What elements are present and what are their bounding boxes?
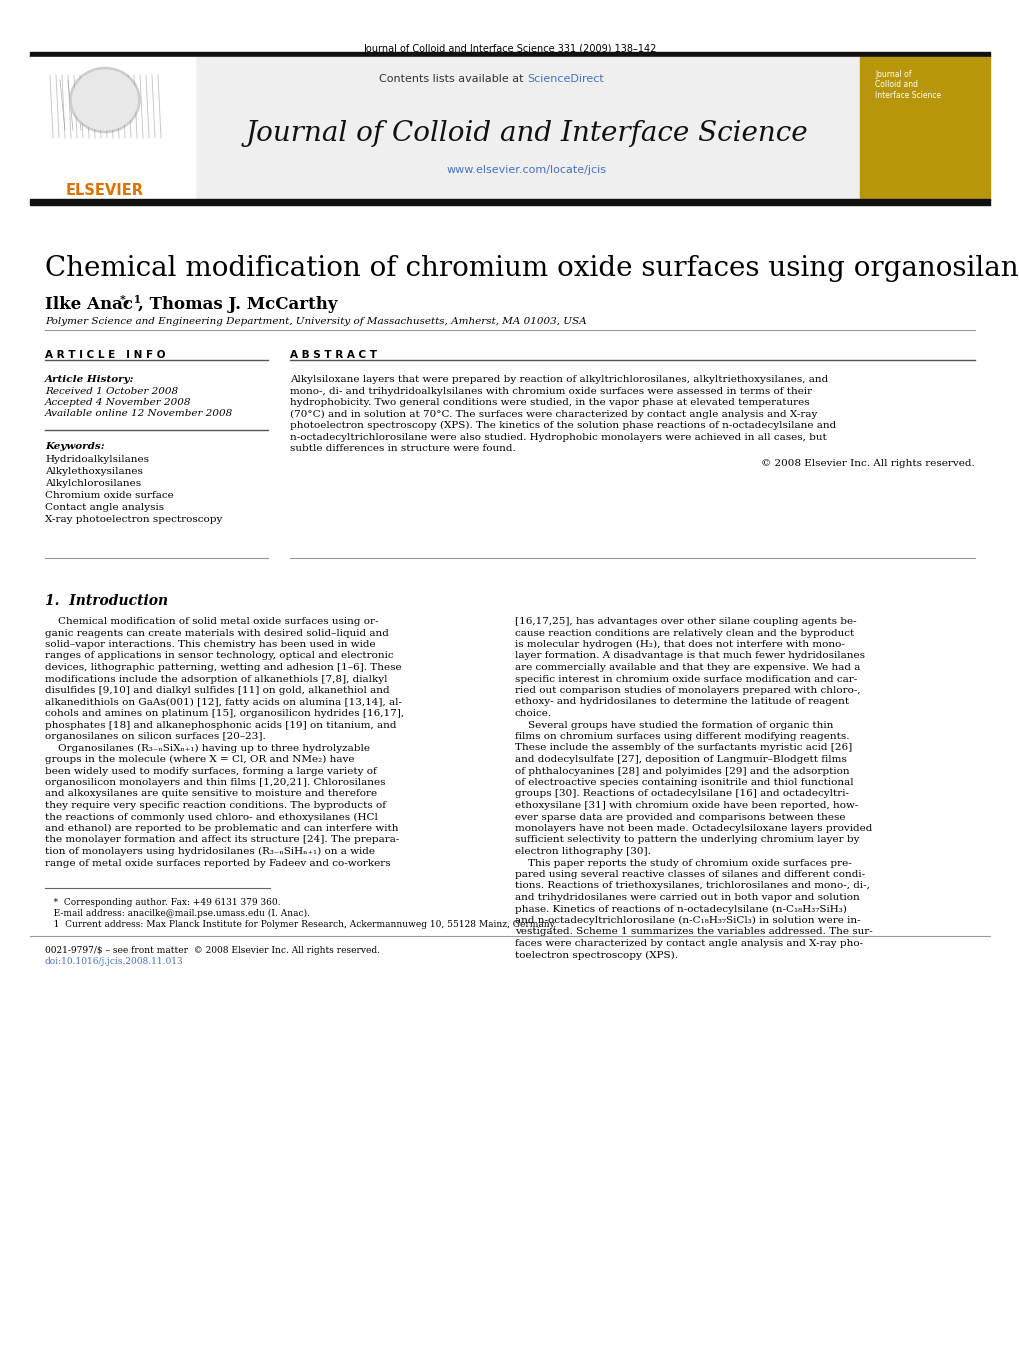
Text: devices, lithographic patterning, wetting and adhesion [1–6]. These: devices, lithographic patterning, wettin…: [45, 663, 401, 671]
Text: (70°C) and in solution at 70°C. The surfaces were characterized by contact angle: (70°C) and in solution at 70°C. The surf…: [289, 409, 816, 419]
Text: Received 1 October 2008: Received 1 October 2008: [45, 386, 178, 396]
Text: sufficient selectivity to pattern the underlying chromium layer by: sufficient selectivity to pattern the un…: [515, 835, 859, 844]
Text: 1  Current address: Max Planck Institute for Polymer Research, Ackermannuweg 10,: 1 Current address: Max Planck Institute …: [45, 920, 555, 929]
Text: layer formation. A disadvantage is that much fewer hydridosilanes: layer formation. A disadvantage is that …: [515, 651, 864, 661]
Text: Several groups have studied the formation of organic thin: Several groups have studied the formatio…: [515, 720, 833, 730]
Text: ELSEVIER: ELSEVIER: [66, 182, 144, 199]
Text: faces were characterized by contact angle analysis and X-ray pho-: faces were characterized by contact angl…: [515, 939, 862, 948]
Text: , Thomas J. McCarthy: , Thomas J. McCarthy: [138, 296, 337, 313]
Text: been widely used to modify surfaces, forming a large variety of: been widely used to modify surfaces, for…: [45, 766, 376, 775]
Bar: [30, 51, 989, 57]
Text: cohols and amines on platinum [15], organosilicon hydrides [16,17],: cohols and amines on platinum [15], orga…: [45, 709, 404, 717]
Text: toelectron spectroscopy (XPS).: toelectron spectroscopy (XPS).: [515, 951, 678, 959]
Text: choice.: choice.: [515, 709, 551, 717]
Text: Journal of Colloid and Interface Science 331 (2009) 138–142: Journal of Colloid and Interface Science…: [363, 45, 656, 54]
Text: ried out comparison studies of monolayers prepared with chloro-,: ried out comparison studies of monolayer…: [515, 686, 860, 694]
Text: groups in the molecule (where X = Cl, OR and NMe₂) have: groups in the molecule (where X = Cl, OR…: [45, 755, 355, 765]
Text: modifications include the adsorption of alkanethiols [7,8], dialkyl: modifications include the adsorption of …: [45, 674, 387, 684]
Text: Ilke Anac: Ilke Anac: [45, 296, 132, 313]
Text: subtle differences in structure were found.: subtle differences in structure were fou…: [289, 444, 516, 453]
Text: Journal of Colloid and Interface Science: Journal of Colloid and Interface Science: [246, 120, 807, 147]
Text: films on chromium surfaces using different modifying reagents.: films on chromium surfaces using differe…: [515, 732, 849, 740]
Text: Organosilanes (R₃₋ₙSiXₙ₊₁) having up to three hydrolyzable: Organosilanes (R₃₋ₙSiXₙ₊₁) having up to …: [45, 743, 370, 753]
Text: ever sparse data are provided and comparisons between these: ever sparse data are provided and compar…: [515, 812, 845, 821]
Text: and alkoxysilanes are quite sensitive to moisture and therefore: and alkoxysilanes are quite sensitive to…: [45, 789, 377, 798]
Text: ganic reagents can create materials with desired solid–liquid and: ganic reagents can create materials with…: [45, 628, 388, 638]
Text: ethoxy- and hydridosilanes to determine the latitude of reagent: ethoxy- and hydridosilanes to determine …: [515, 697, 848, 707]
Text: phosphates [18] and alkanephosphonic acids [19] on titanium, and: phosphates [18] and alkanephosphonic aci…: [45, 720, 396, 730]
Bar: [195, 57, 859, 200]
Text: This paper reports the study of chromium oxide surfaces pre-: This paper reports the study of chromium…: [515, 858, 851, 867]
Text: and trihydridosilanes were carried out in both vapor and solution: and trihydridosilanes were carried out i…: [515, 893, 859, 902]
Text: ethoxysilane [31] with chromium oxide have been reported, how-: ethoxysilane [31] with chromium oxide ha…: [515, 801, 858, 811]
Text: electron lithography [30].: electron lithography [30].: [515, 847, 650, 857]
Text: range of metal oxide surfaces reported by Fadeev and co-workers: range of metal oxide surfaces reported b…: [45, 858, 390, 867]
Bar: [859, 57, 989, 200]
Bar: [30, 57, 195, 200]
Text: [16,17,25], has advantages over other silane coupling agents be-: [16,17,25], has advantages over other si…: [515, 617, 856, 626]
Text: X-ray photoelectron spectroscopy: X-ray photoelectron spectroscopy: [45, 515, 222, 524]
Text: the reactions of commonly used chloro- and ethoxysilanes (HCl: the reactions of commonly used chloro- a…: [45, 812, 377, 821]
Text: Alkylsiloxane layers that were prepared by reaction of alkyltrichlorosilanes, al: Alkylsiloxane layers that were prepared …: [289, 376, 827, 384]
Text: alkanedithiols on GaAs(001) [12], fatty acids on alumina [13,14], al-: alkanedithiols on GaAs(001) [12], fatty …: [45, 697, 401, 707]
Text: *, 1: *, 1: [120, 293, 141, 304]
Text: ranges of applications in sensor technology, optical and electronic: ranges of applications in sensor technol…: [45, 651, 393, 661]
Bar: [30, 199, 989, 205]
Text: they require very specific reaction conditions. The byproducts of: they require very specific reaction cond…: [45, 801, 385, 811]
Text: These include the assembly of the surfactants myristic acid [26]: These include the assembly of the surfac…: [515, 743, 852, 753]
Text: Keywords:: Keywords:: [45, 442, 105, 451]
Text: Chromium oxide surface: Chromium oxide surface: [45, 490, 173, 500]
Text: 1.  Introduction: 1. Introduction: [45, 594, 168, 608]
Text: hydrophobicity. Two general conditions were studied, in the vapor phase at eleva: hydrophobicity. Two general conditions w…: [289, 399, 809, 407]
Text: photoelectron spectroscopy (XPS). The kinetics of the solution phase reactions o: photoelectron spectroscopy (XPS). The ki…: [289, 422, 836, 430]
Text: A R T I C L E   I N F O: A R T I C L E I N F O: [45, 350, 165, 359]
Text: organosilanes on silicon surfaces [20–23].: organosilanes on silicon surfaces [20–23…: [45, 732, 266, 740]
Text: Hydridoalkylsilanes: Hydridoalkylsilanes: [45, 455, 149, 463]
Ellipse shape: [70, 68, 140, 132]
Text: of phthalocyanines [28] and polyimides [29] and the adsorption: of phthalocyanines [28] and polyimides […: [515, 766, 849, 775]
Text: doi:10.1016/j.jcis.2008.11.013: doi:10.1016/j.jcis.2008.11.013: [45, 957, 183, 966]
Text: organosilicon monolayers and thin films [1,20,21]. Chlorosilanes: organosilicon monolayers and thin films …: [45, 778, 385, 788]
Text: are commercially available and that they are expensive. We had a: are commercially available and that they…: [515, 663, 860, 671]
Text: E-mail address: anacilke@mail.pse.umass.edu (I. Anac).: E-mail address: anacilke@mail.pse.umass.…: [45, 909, 310, 919]
Text: Available online 12 November 2008: Available online 12 November 2008: [45, 409, 233, 417]
Text: Accepted 4 November 2008: Accepted 4 November 2008: [45, 399, 192, 407]
Text: ScienceDirect: ScienceDirect: [527, 74, 603, 84]
Text: pared using several reactive classes of silanes and different condi-: pared using several reactive classes of …: [515, 870, 864, 880]
Text: Chemical modification of solid metal oxide surfaces using or-: Chemical modification of solid metal oxi…: [45, 617, 378, 626]
Text: is molecular hydrogen (H₂), that does not interfere with mono-: is molecular hydrogen (H₂), that does no…: [515, 640, 844, 648]
Text: www.elsevier.com/locate/jcis: www.elsevier.com/locate/jcis: [446, 165, 606, 176]
Text: the monolayer formation and affect its structure [24]. The prepara-: the monolayer formation and affect its s…: [45, 835, 399, 844]
Text: 0021-9797/$ – see front matter  © 2008 Elsevier Inc. All rights reserved.: 0021-9797/$ – see front matter © 2008 El…: [45, 946, 380, 955]
Text: Article History:: Article History:: [45, 376, 135, 384]
Text: © 2008 Elsevier Inc. All rights reserved.: © 2008 Elsevier Inc. All rights reserved…: [760, 458, 974, 467]
Ellipse shape: [72, 70, 138, 130]
Text: vestigated. Scheme 1 summarizes the variables addressed. The sur-: vestigated. Scheme 1 summarizes the vari…: [515, 928, 872, 936]
Text: and dodecylsulfate [27], deposition of Langmuir–Blodgett films: and dodecylsulfate [27], deposition of L…: [515, 755, 846, 765]
Text: tions. Reactions of triethoxysilanes, trichlorosilanes and mono-, di-,: tions. Reactions of triethoxysilanes, tr…: [515, 881, 869, 890]
Text: disulfides [9,10] and dialkyl sulfides [11] on gold, alkanethiol and: disulfides [9,10] and dialkyl sulfides […: [45, 686, 389, 694]
Text: phase. Kinetics of reactions of n-octadecylsilane (n-C₁₈H₃₇SiH₃): phase. Kinetics of reactions of n-octade…: [515, 905, 846, 913]
Text: Alkylchlorosilanes: Alkylchlorosilanes: [45, 480, 141, 488]
Text: Journal of
Colloid and
Interface Science: Journal of Colloid and Interface Science: [874, 70, 941, 100]
Text: Contents lists available at: Contents lists available at: [379, 74, 527, 84]
Text: A B S T R A C T: A B S T R A C T: [289, 350, 377, 359]
Text: Alkylethoxysilanes: Alkylethoxysilanes: [45, 467, 143, 476]
Text: cause reaction conditions are relatively clean and the byproduct: cause reaction conditions are relatively…: [515, 628, 854, 638]
Text: Chemical modification of chromium oxide surfaces using organosilanes: Chemical modification of chromium oxide …: [45, 255, 1019, 282]
Text: of electroactive species containing isonitrile and thiol functional: of electroactive species containing ison…: [515, 778, 853, 788]
Text: and n-octadecyltrichlorosilane (n-C₁₈H₃₇SiCl₃) in solution were in-: and n-octadecyltrichlorosilane (n-C₁₈H₃₇…: [515, 916, 860, 925]
Text: *  Corresponding author. Fax: +49 6131 379 360.: * Corresponding author. Fax: +49 6131 37…: [45, 898, 280, 907]
Text: groups [30]. Reactions of octadecylsilane [16] and octadecyltri-: groups [30]. Reactions of octadecylsilan…: [515, 789, 848, 798]
Text: Polymer Science and Engineering Department, University of Massachusetts, Amherst: Polymer Science and Engineering Departme…: [45, 317, 586, 326]
Text: solid–vapor interactions. This chemistry has been used in wide: solid–vapor interactions. This chemistry…: [45, 640, 375, 648]
Text: Contact angle analysis: Contact angle analysis: [45, 503, 164, 512]
Text: tion of monolayers using hydridosilanes (R₃₋ₙSiHₙ₊₁) on a wide: tion of monolayers using hydridosilanes …: [45, 847, 375, 857]
Text: mono-, di- and trihydridoalkylsilanes with chromium oxide surfaces were assessed: mono-, di- and trihydridoalkylsilanes wi…: [289, 386, 811, 396]
Text: specific interest in chromium oxide surface modification and car-: specific interest in chromium oxide surf…: [515, 674, 856, 684]
Text: n-octadecyltrichlorosilane were also studied. Hydrophobic monolayers were achiev: n-octadecyltrichlorosilane were also stu…: [289, 432, 826, 442]
Text: and ethanol) are reported to be problematic and can interfere with: and ethanol) are reported to be problema…: [45, 824, 398, 834]
Text: monolayers have not been made. Octadecylsiloxane layers provided: monolayers have not been made. Octadecyl…: [515, 824, 871, 834]
